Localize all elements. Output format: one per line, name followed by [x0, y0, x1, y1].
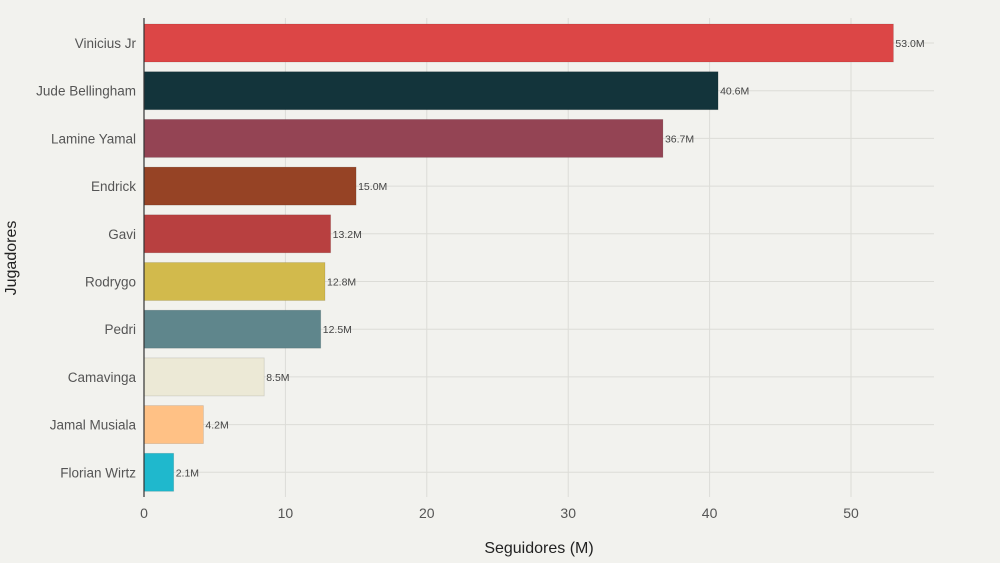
category-label: Gavi [108, 227, 136, 242]
category-label: Lamine Yamal [51, 131, 136, 146]
value-label: 15.0M [358, 181, 387, 193]
category-label: Jude Bellingham [36, 84, 136, 99]
x-tick-label: 0 [140, 505, 148, 521]
value-label: 36.7M [665, 133, 694, 145]
bar-endrick [143, 166, 357, 206]
category-label: Pedri [104, 322, 136, 337]
bar-lamine-yamal [143, 119, 664, 158]
value-label: 4.2M [205, 420, 228, 432]
bar-pedri [143, 309, 322, 349]
value-label: 12.8M [327, 277, 356, 289]
value-label: 2.1M [176, 467, 199, 479]
value-label: 13.2M [333, 229, 362, 241]
x-tick-label: 20 [419, 505, 435, 521]
value-label: 53.0M [895, 38, 924, 50]
bar-florian-wirtz [143, 452, 175, 492]
category-label: Vinicius Jr [75, 36, 137, 51]
x-axis-title: Seguidores (M) [484, 540, 593, 557]
bar-jude-bellingham [143, 71, 719, 111]
value-labels: 53.0M 40.6M 36.7M 15.0M 13.2M 12.8M 12.5M 8.5M 4… [176, 38, 925, 479]
bars [143, 23, 894, 492]
y-axis-title: Jugadores [3, 221, 20, 296]
bar-vinicius-jr [143, 23, 894, 63]
bar-rodrygo [143, 262, 326, 301]
x-tick-labels: 0 10 20 30 40 50 [140, 505, 859, 521]
x-tick-label: 40 [702, 505, 718, 521]
category-labels: Vinicius Jr Jude Bellingham Lamine Yamal En… [36, 36, 136, 480]
bar-camavinga [143, 357, 265, 397]
value-label: 8.5M [266, 372, 289, 384]
x-tick-label: 50 [843, 505, 859, 521]
category-label: Jamal Musiala [50, 418, 137, 433]
bar-jamal-musiala [143, 405, 204, 445]
bar-gavi [143, 214, 332, 254]
value-label: 12.5M [323, 324, 352, 336]
category-label: Camavinga [68, 370, 137, 385]
x-tick-label: 30 [560, 505, 576, 521]
value-label: 40.6M [720, 86, 749, 98]
category-label: Endrick [91, 179, 136, 194]
x-tick-label: 10 [278, 505, 294, 521]
category-label: Florian Wirtz [60, 465, 136, 480]
category-label: Rodrygo [85, 275, 136, 290]
